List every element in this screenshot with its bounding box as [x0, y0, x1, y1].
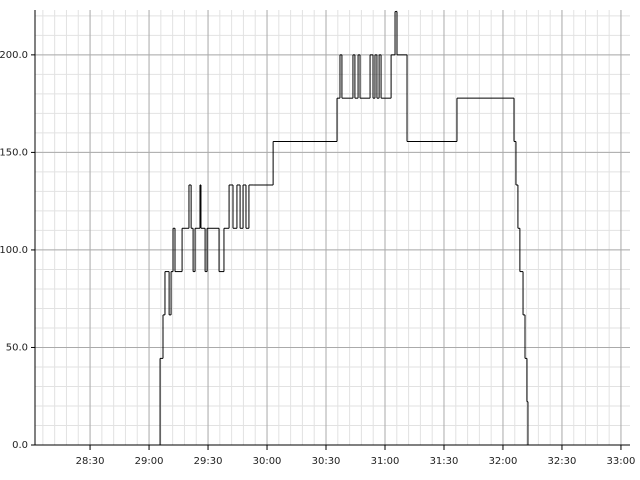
y-tick-label: 100.0	[0, 245, 28, 256]
plot-line	[35, 11, 630, 446]
grid	[35, 10, 630, 446]
x-tick-label: 32:30	[548, 456, 577, 467]
x-tick-label: 31:30	[430, 456, 459, 467]
x-tick-label: 33:00	[607, 456, 636, 467]
y-tick-label: 50.0	[6, 342, 28, 353]
y-tick-label: 0.0	[12, 440, 28, 451]
axes: 28:30 29:00 29:30 30:00 30:30 31:00 31:30 32:00…	[0, 10, 635, 467]
y-tick-label: 150.0	[0, 147, 28, 158]
x-tick-label: 30:30	[312, 456, 341, 467]
x-tick-label: 29:30	[194, 456, 223, 467]
x-tick-label: 31:00	[371, 456, 400, 467]
x-tick-label: 28:30	[76, 456, 105, 467]
x-tick-label: 29:00	[135, 456, 164, 467]
y-tick-label: 200.0	[0, 50, 28, 61]
x-tick-label: 32:00	[489, 456, 518, 467]
x-tick-label: 30:00	[253, 456, 282, 467]
